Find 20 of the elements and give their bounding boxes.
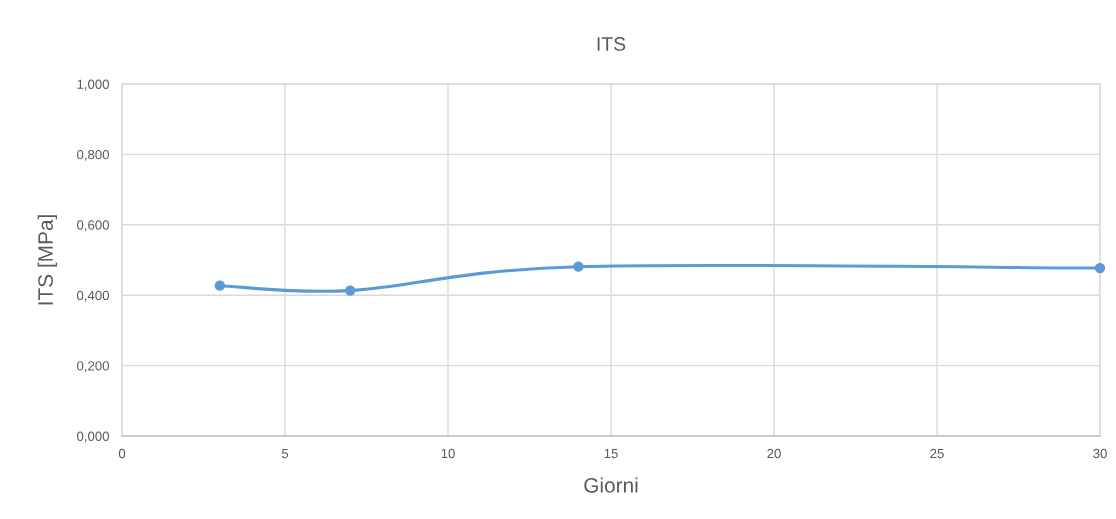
y-tick-label: 0,400: [77, 290, 109, 302]
x-tick-label: 25: [930, 448, 944, 459]
x-tick-label: 20: [767, 448, 781, 459]
y-axis-title: ITS [MPa]: [37, 215, 58, 305]
point: [345, 285, 356, 296]
chart-title: ITS: [597, 37, 626, 51]
y-tick-label: 0,000: [77, 431, 109, 443]
x-axis-title: Giorni: [584, 477, 638, 493]
y-tick-label: 1,000: [77, 79, 109, 91]
x-tick-label: 10: [441, 448, 455, 459]
y-tick-label: 0,600: [77, 220, 109, 232]
x-tick-label: 30: [1093, 448, 1107, 459]
x-tick-label: 15: [604, 448, 618, 459]
x-tick-label: 0: [118, 448, 126, 459]
point: [214, 280, 225, 291]
y-tick-label: 0,800: [77, 149, 109, 161]
y-tick-label: 0,200: [77, 361, 109, 373]
point: [1094, 262, 1106, 274]
x-tick-label: 5: [281, 448, 289, 459]
point: [573, 261, 584, 272]
